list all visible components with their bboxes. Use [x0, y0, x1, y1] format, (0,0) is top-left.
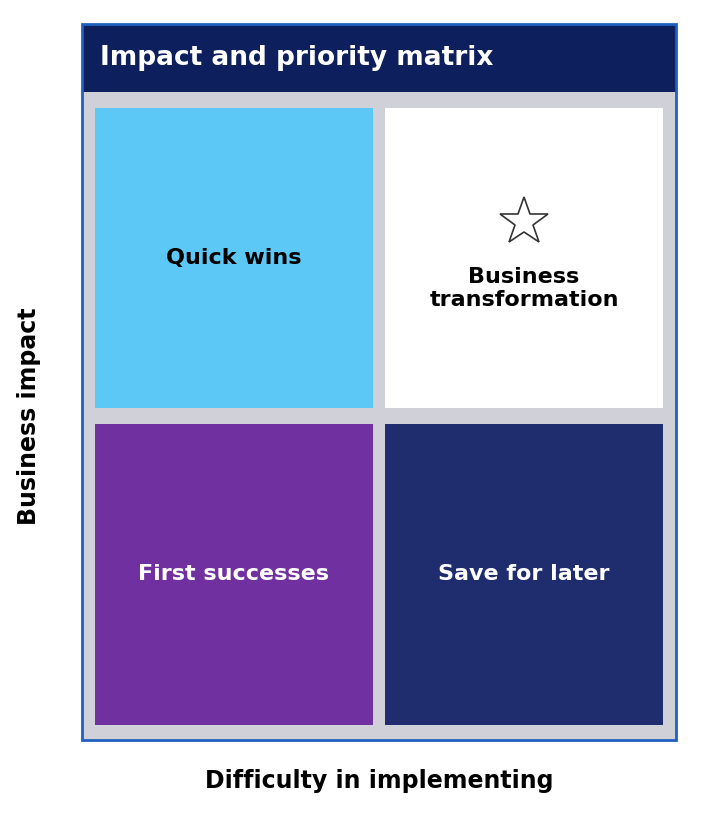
Text: Save for later: Save for later [438, 564, 610, 585]
Text: Impact and priority matrix: Impact and priority matrix [100, 46, 493, 72]
Text: Business impact: Business impact [16, 307, 41, 525]
Bar [95, 107, 373, 408]
Bar [82, 24, 676, 740]
Text: Quick wins: Quick wins [166, 248, 302, 268]
Text: Difficulty in implementing: Difficulty in implementing [204, 768, 553, 793]
Bar [95, 424, 373, 724]
Bar [385, 424, 663, 724]
Text: First successes: First successes [138, 564, 330, 585]
Bar [385, 107, 663, 408]
Text: Business
transformation: Business transformation [429, 267, 619, 310]
Bar [82, 93, 676, 740]
Bar [82, 24, 676, 93]
